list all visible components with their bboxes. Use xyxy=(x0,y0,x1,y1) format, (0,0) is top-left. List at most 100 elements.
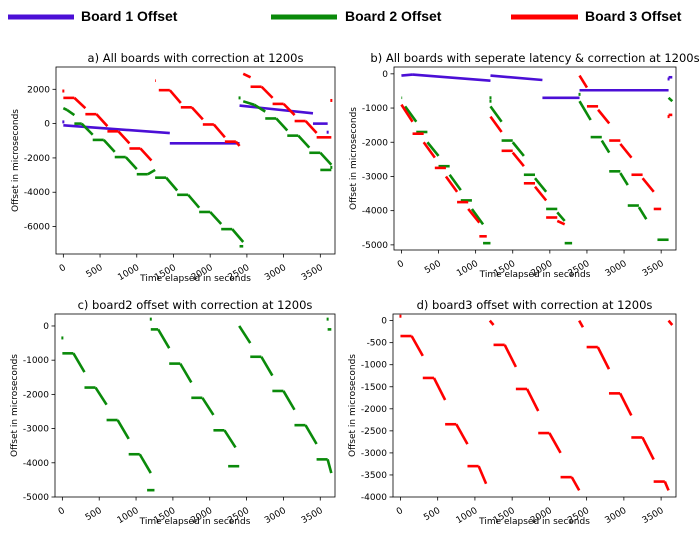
data-segment xyxy=(489,115,503,133)
axes-frame xyxy=(392,313,677,498)
data-segment xyxy=(618,392,633,417)
series-board-3-offset xyxy=(62,72,333,162)
y-tick-label: -5000 xyxy=(362,241,388,251)
data-segment xyxy=(62,106,68,112)
chart-panel-2: b) All boards with seperate latency & co… xyxy=(349,51,700,280)
data-segment xyxy=(326,459,333,474)
x-tick-label: 3500 xyxy=(641,259,666,279)
data-segment xyxy=(201,397,215,416)
data-point xyxy=(149,317,152,321)
axes-frame xyxy=(393,66,677,251)
data-segment xyxy=(667,319,674,326)
series-board-2-offset xyxy=(62,96,333,248)
data-segment xyxy=(619,172,629,186)
data-segment xyxy=(95,113,109,128)
data-segment xyxy=(238,325,252,344)
x-axis-label: Time elapsed in seconds xyxy=(139,517,251,527)
data-segment xyxy=(231,228,245,243)
y-tick-label: -2500 xyxy=(361,427,387,437)
data-point xyxy=(330,98,333,102)
legend-label-board2: Board 2 Offset xyxy=(345,8,442,24)
x-tick-label: 0 xyxy=(57,506,67,518)
data-segment xyxy=(239,104,314,115)
data-segment xyxy=(525,388,540,412)
data-segment xyxy=(275,117,289,132)
data-segment xyxy=(533,185,548,202)
data-point xyxy=(326,130,329,134)
legend-label-board1: Board 1 Offset xyxy=(81,8,178,24)
data-segment xyxy=(410,335,424,357)
x-tick-label: 1000 xyxy=(455,259,480,279)
data-segment xyxy=(304,424,318,445)
y-tick-label: -1000 xyxy=(23,356,49,366)
data-segment xyxy=(190,106,204,121)
x-tick-label: 500 xyxy=(84,506,104,523)
axes-frame xyxy=(55,66,336,255)
y-tick-label: -1000 xyxy=(362,104,388,114)
plot-area xyxy=(400,73,674,245)
data-point xyxy=(62,120,65,124)
data-segment xyxy=(73,96,87,110)
data-segment xyxy=(124,156,138,170)
x-axis-label: Time elapsed in seconds xyxy=(478,517,590,527)
data-segment xyxy=(253,103,266,113)
data-point xyxy=(667,115,670,119)
series-board-1-offset xyxy=(62,104,329,145)
series-board-2-offset xyxy=(401,92,674,245)
data-segment xyxy=(139,147,153,162)
data-point xyxy=(489,96,492,100)
data-point xyxy=(238,96,241,100)
data-segment xyxy=(637,206,648,220)
data-segment xyxy=(490,74,543,82)
data-segment xyxy=(467,208,481,224)
chart-panel-1: a) All boards with correction at 1200s -6… xyxy=(11,51,336,284)
data-segment xyxy=(488,319,495,326)
plot-area xyxy=(399,314,674,492)
data-segment xyxy=(165,176,179,192)
data-segment xyxy=(401,73,413,77)
data-segment xyxy=(168,89,182,104)
data-segment xyxy=(63,124,170,135)
data-segment xyxy=(66,108,76,117)
y-axis-label: Offset in microseconds xyxy=(11,109,21,212)
plot-area xyxy=(61,317,333,492)
data-segment xyxy=(477,465,488,485)
x-tick-label: 0 xyxy=(58,263,68,275)
data-segment xyxy=(619,143,633,159)
series-board-3-offset xyxy=(399,314,674,492)
data-segment xyxy=(641,436,655,461)
data-segment xyxy=(600,139,611,154)
data-segment xyxy=(667,96,674,103)
data-segment xyxy=(400,103,414,123)
data-segment xyxy=(260,85,274,99)
data-segment xyxy=(209,211,223,225)
data-segment xyxy=(223,429,237,449)
data-segment xyxy=(511,151,525,168)
y-tick-label: -4000 xyxy=(362,207,388,217)
data-segment xyxy=(470,208,485,226)
x-tick-label: 3000 xyxy=(604,506,629,526)
chart-panel-3: c) board2 offset with correction at 1200… xyxy=(10,298,336,527)
data-segment xyxy=(260,356,274,377)
x-tick-label: 1000 xyxy=(116,263,141,283)
y-tick-label: -6000 xyxy=(24,223,50,233)
y-tick-label: -2000 xyxy=(24,154,50,164)
y-axis-label: Offset in microseconds xyxy=(10,354,20,457)
x-tick-label: 3500 xyxy=(300,506,325,526)
data-point xyxy=(62,89,65,93)
x-tick-label: 3000 xyxy=(263,263,288,283)
y-tick-label: -4000 xyxy=(24,188,50,198)
x-tick-label: 0 xyxy=(396,259,406,271)
data-segment xyxy=(304,120,318,134)
data-segment xyxy=(448,173,462,191)
data-segment xyxy=(597,108,611,125)
x-tick-label: 3500 xyxy=(300,263,325,283)
y-tick-label: -1000 xyxy=(361,361,387,371)
data-segment xyxy=(556,211,566,222)
data-segment xyxy=(578,100,592,121)
data-segment xyxy=(282,102,296,116)
x-tick-label: 3000 xyxy=(263,506,288,526)
y-tick-label: 0 xyxy=(381,317,387,327)
chart-title: b) All boards with seperate latency & co… xyxy=(370,51,699,65)
y-tick-label: -3000 xyxy=(23,425,49,435)
